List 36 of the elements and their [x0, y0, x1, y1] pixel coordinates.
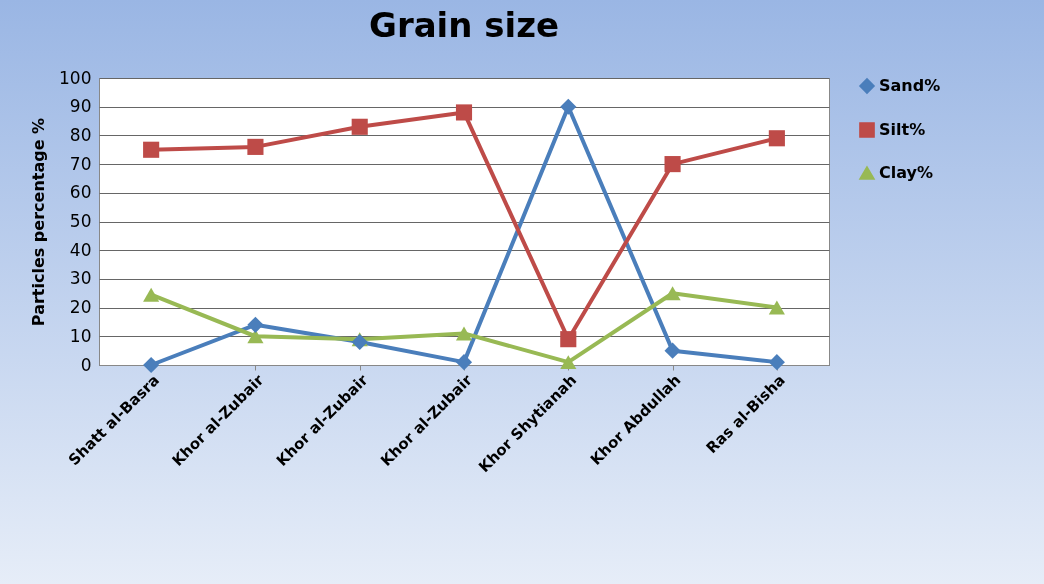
y-tick-label: 0: [80, 354, 92, 375]
point: [351, 118, 368, 135]
y-tick-label: 40: [69, 239, 92, 260]
point: [664, 156, 681, 173]
point: [455, 326, 473, 341]
point: [664, 342, 681, 359]
point: [247, 138, 264, 155]
point: [560, 355, 577, 370]
legend-label: Clay%: [879, 163, 933, 182]
y-tick-label: 90: [69, 96, 92, 117]
y-tick-label: 30: [69, 268, 92, 289]
y-axis-title: Particles percentage %: [29, 117, 49, 327]
y-tick-label: 70: [69, 153, 92, 174]
point: [455, 104, 473, 121]
point: [143, 356, 160, 374]
point: [768, 354, 785, 371]
y-tick-label: 20: [69, 297, 92, 318]
chart-title: Grain size: [368, 5, 560, 45]
point: [143, 141, 160, 158]
legend-label: Sand%: [879, 76, 941, 95]
y-tick-label: 80: [69, 124, 92, 145]
y-tick-label: 10: [69, 325, 92, 346]
y-tick-label: 60: [69, 182, 92, 203]
y-tick-label: 100: [59, 67, 92, 88]
point: [664, 286, 681, 301]
point: [143, 287, 160, 302]
point: [560, 98, 577, 115]
point: [247, 329, 264, 344]
point: [351, 333, 368, 351]
point: [247, 316, 264, 333]
point: [768, 300, 785, 315]
legend-label: Silt%: [879, 120, 926, 139]
point: [768, 130, 785, 147]
point: [455, 354, 473, 371]
y-tick-label: 50: [69, 211, 92, 231]
point: [560, 331, 577, 348]
